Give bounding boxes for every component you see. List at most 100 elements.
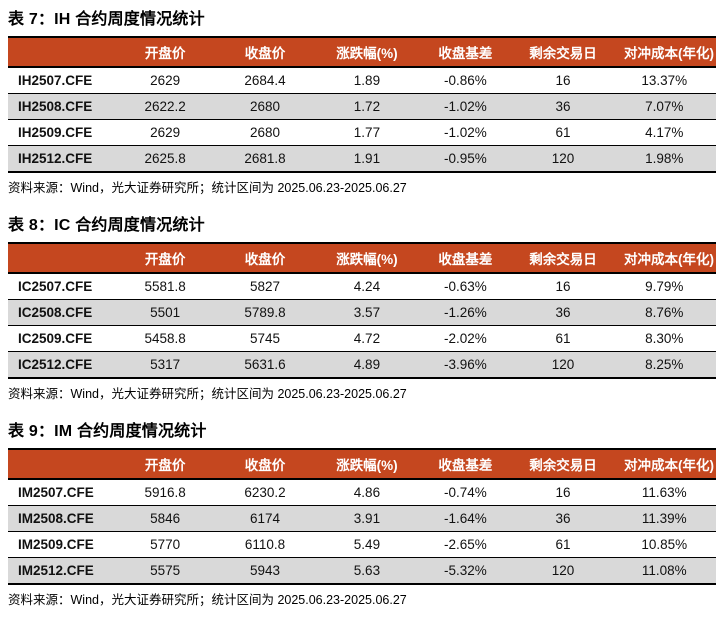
value-cell: 1.91 xyxy=(316,145,418,173)
value-cell: -3.96% xyxy=(417,351,514,379)
value-cell: 2680 xyxy=(213,119,317,146)
value-cell: 5501 xyxy=(117,299,214,326)
value-cell: 5.63 xyxy=(316,557,418,585)
table-row: IH2507.CFE 2629 2684.4 1.89 -0.86% 16 13.37% xyxy=(8,67,716,94)
value-cell: 5458.8 xyxy=(117,325,214,352)
column-header: 涨跌幅(%) xyxy=(316,243,418,274)
column-header: 收盘价 xyxy=(213,243,317,274)
value-cell: -1.02% xyxy=(417,93,514,120)
table-head: 开盘价 收盘价 涨跌幅(%) 收盘基差 剩余交易日 对冲成本(年化) xyxy=(8,243,716,274)
contract-name-cell: IC2507.CFE xyxy=(8,273,118,300)
value-cell: 2625.8 xyxy=(117,145,214,173)
futures-stats-table: 开盘价 收盘价 涨跌幅(%) 收盘基差 剩余交易日 对冲成本(年化) IM2507.CFE… xyxy=(8,448,716,585)
header-row: 开盘价 收盘价 涨跌幅(%) 收盘基差 剩余交易日 对冲成本(年化) xyxy=(8,449,716,480)
source-note: 资料来源：Wind，光大证券研究所；统计区间为 2025.06.23-2025.… xyxy=(8,181,407,195)
column-header: 涨跌幅(%) xyxy=(316,37,418,68)
value-cell: 2629 xyxy=(117,67,214,94)
table-row: IM2507.CFE 5916.8 6230.2 4.86 -0.74% 16 11.63% xyxy=(8,479,716,506)
source-note: 资料来源：Wind，光大证券研究所；统计区间为 2025.06.23-2025.… xyxy=(8,387,407,401)
value-cell: 13.37% xyxy=(612,67,716,94)
contract-name-cell: IH2508.CFE xyxy=(8,93,118,120)
value-cell: 8.25% xyxy=(612,351,716,379)
stats-table-block: 表 9：IM 合约周度情况统计 开盘价 收盘价 涨跌幅(%) 收盘基差 剩余交易日 对冲成… xyxy=(8,417,716,608)
value-cell: -1.02% xyxy=(417,119,514,146)
contract-name-cell: IM2512.CFE xyxy=(8,557,118,585)
value-cell: 2629 xyxy=(117,119,214,146)
value-cell: -2.65% xyxy=(417,531,514,558)
column-header: 剩余交易日 xyxy=(513,449,613,480)
value-cell: 2622.2 xyxy=(117,93,214,120)
value-cell: 16 xyxy=(513,479,613,506)
value-cell: 6174 xyxy=(213,505,317,532)
value-cell: 36 xyxy=(513,299,613,326)
column-header: 对冲成本(年化) xyxy=(612,243,716,274)
value-cell: -0.74% xyxy=(417,479,514,506)
header-row: 开盘价 收盘价 涨跌幅(%) 收盘基差 剩余交易日 对冲成本(年化) xyxy=(8,37,716,68)
value-cell: -2.02% xyxy=(417,325,514,352)
header-row: 开盘价 收盘价 涨跌幅(%) 收盘基差 剩余交易日 对冲成本(年化) xyxy=(8,243,716,274)
table-head: 开盘价 收盘价 涨跌幅(%) 收盘基差 剩余交易日 对冲成本(年化) xyxy=(8,449,716,480)
column-header: 开盘价 xyxy=(117,449,214,480)
value-cell: 5317 xyxy=(117,351,214,379)
value-cell: 9.79% xyxy=(612,273,716,300)
value-cell: 1.98% xyxy=(612,145,716,173)
value-cell: 4.89 xyxy=(316,351,418,379)
column-header: 开盘价 xyxy=(117,243,214,274)
value-cell: 6110.8 xyxy=(213,531,317,558)
table-head: 开盘价 收盘价 涨跌幅(%) 收盘基差 剩余交易日 对冲成本(年化) xyxy=(8,37,716,68)
value-cell: 36 xyxy=(513,505,613,532)
source-note: 资料来源：Wind，光大证券研究所；统计区间为 2025.06.23-2025.… xyxy=(8,593,407,607)
value-cell: 5581.8 xyxy=(117,273,214,300)
table-row: IM2512.CFE 5575 5943 5.63 -5.32% 120 11.08% xyxy=(8,557,716,585)
table-row: IH2508.CFE 2622.2 2680 1.72 -1.02% 36 7.07% xyxy=(8,93,716,120)
header-cell-contract xyxy=(8,449,118,480)
value-cell: 16 xyxy=(513,67,613,94)
contract-name-cell: IM2509.CFE xyxy=(8,531,118,558)
contract-name-cell: IH2509.CFE xyxy=(8,119,118,146)
value-cell: 11.39% xyxy=(612,505,716,532)
value-cell: 5827 xyxy=(213,273,317,300)
value-cell: -0.95% xyxy=(417,145,514,173)
value-cell: -0.86% xyxy=(417,67,514,94)
value-cell: 61 xyxy=(513,119,613,146)
table-row: IH2509.CFE 2629 2680 1.77 -1.02% 61 4.17% xyxy=(8,119,716,146)
value-cell: 8.76% xyxy=(612,299,716,326)
table-row: IM2508.CFE 5846 6174 3.91 -1.64% 36 11.39% xyxy=(8,505,716,532)
value-cell: -0.63% xyxy=(417,273,514,300)
value-cell: 1.77 xyxy=(316,119,418,146)
value-cell: 16 xyxy=(513,273,613,300)
table-row: IC2509.CFE 5458.8 5745 4.72 -2.02% 61 8.30% xyxy=(8,325,716,352)
value-cell: 61 xyxy=(513,531,613,558)
value-cell: 2681.8 xyxy=(213,145,317,173)
value-cell: 4.17% xyxy=(612,119,716,146)
column-header: 涨跌幅(%) xyxy=(316,449,418,480)
value-cell: -1.64% xyxy=(417,505,514,532)
column-header: 剩余交易日 xyxy=(513,243,613,274)
column-header: 收盘基差 xyxy=(417,243,514,274)
column-header: 开盘价 xyxy=(117,37,214,68)
value-cell: 2680 xyxy=(213,93,317,120)
column-header: 收盘基差 xyxy=(417,449,514,480)
contract-name-cell: IC2512.CFE xyxy=(8,351,118,379)
column-header: 对冲成本(年化) xyxy=(612,37,716,68)
value-cell: 120 xyxy=(513,145,613,173)
value-cell: 120 xyxy=(513,557,613,585)
value-cell: -5.32% xyxy=(417,557,514,585)
value-cell: 5575 xyxy=(117,557,214,585)
contract-name-cell: IH2512.CFE xyxy=(8,145,118,173)
value-cell: 1.72 xyxy=(316,93,418,120)
value-cell: 5916.8 xyxy=(117,479,214,506)
value-cell: 4.72 xyxy=(316,325,418,352)
value-cell: 7.07% xyxy=(612,93,716,120)
table-row: IC2512.CFE 5317 5631.6 4.89 -3.96% 120 8.25% xyxy=(8,351,716,379)
value-cell: 5770 xyxy=(117,531,214,558)
header-cell-contract xyxy=(8,37,118,68)
table-title: 表 8：IC 合约周度情况统计 xyxy=(8,217,205,234)
futures-stats-table: 开盘价 收盘价 涨跌幅(%) 收盘基差 剩余交易日 对冲成本(年化) IH2507.CFE… xyxy=(8,36,716,173)
table-row: IC2507.CFE 5581.8 5827 4.24 -0.63% 16 9.79% xyxy=(8,273,716,300)
header-cell-contract xyxy=(8,243,118,274)
value-cell: 2684.4 xyxy=(213,67,317,94)
value-cell: 1.89 xyxy=(316,67,418,94)
value-cell: 4.24 xyxy=(316,273,418,300)
column-header: 收盘价 xyxy=(213,449,317,480)
